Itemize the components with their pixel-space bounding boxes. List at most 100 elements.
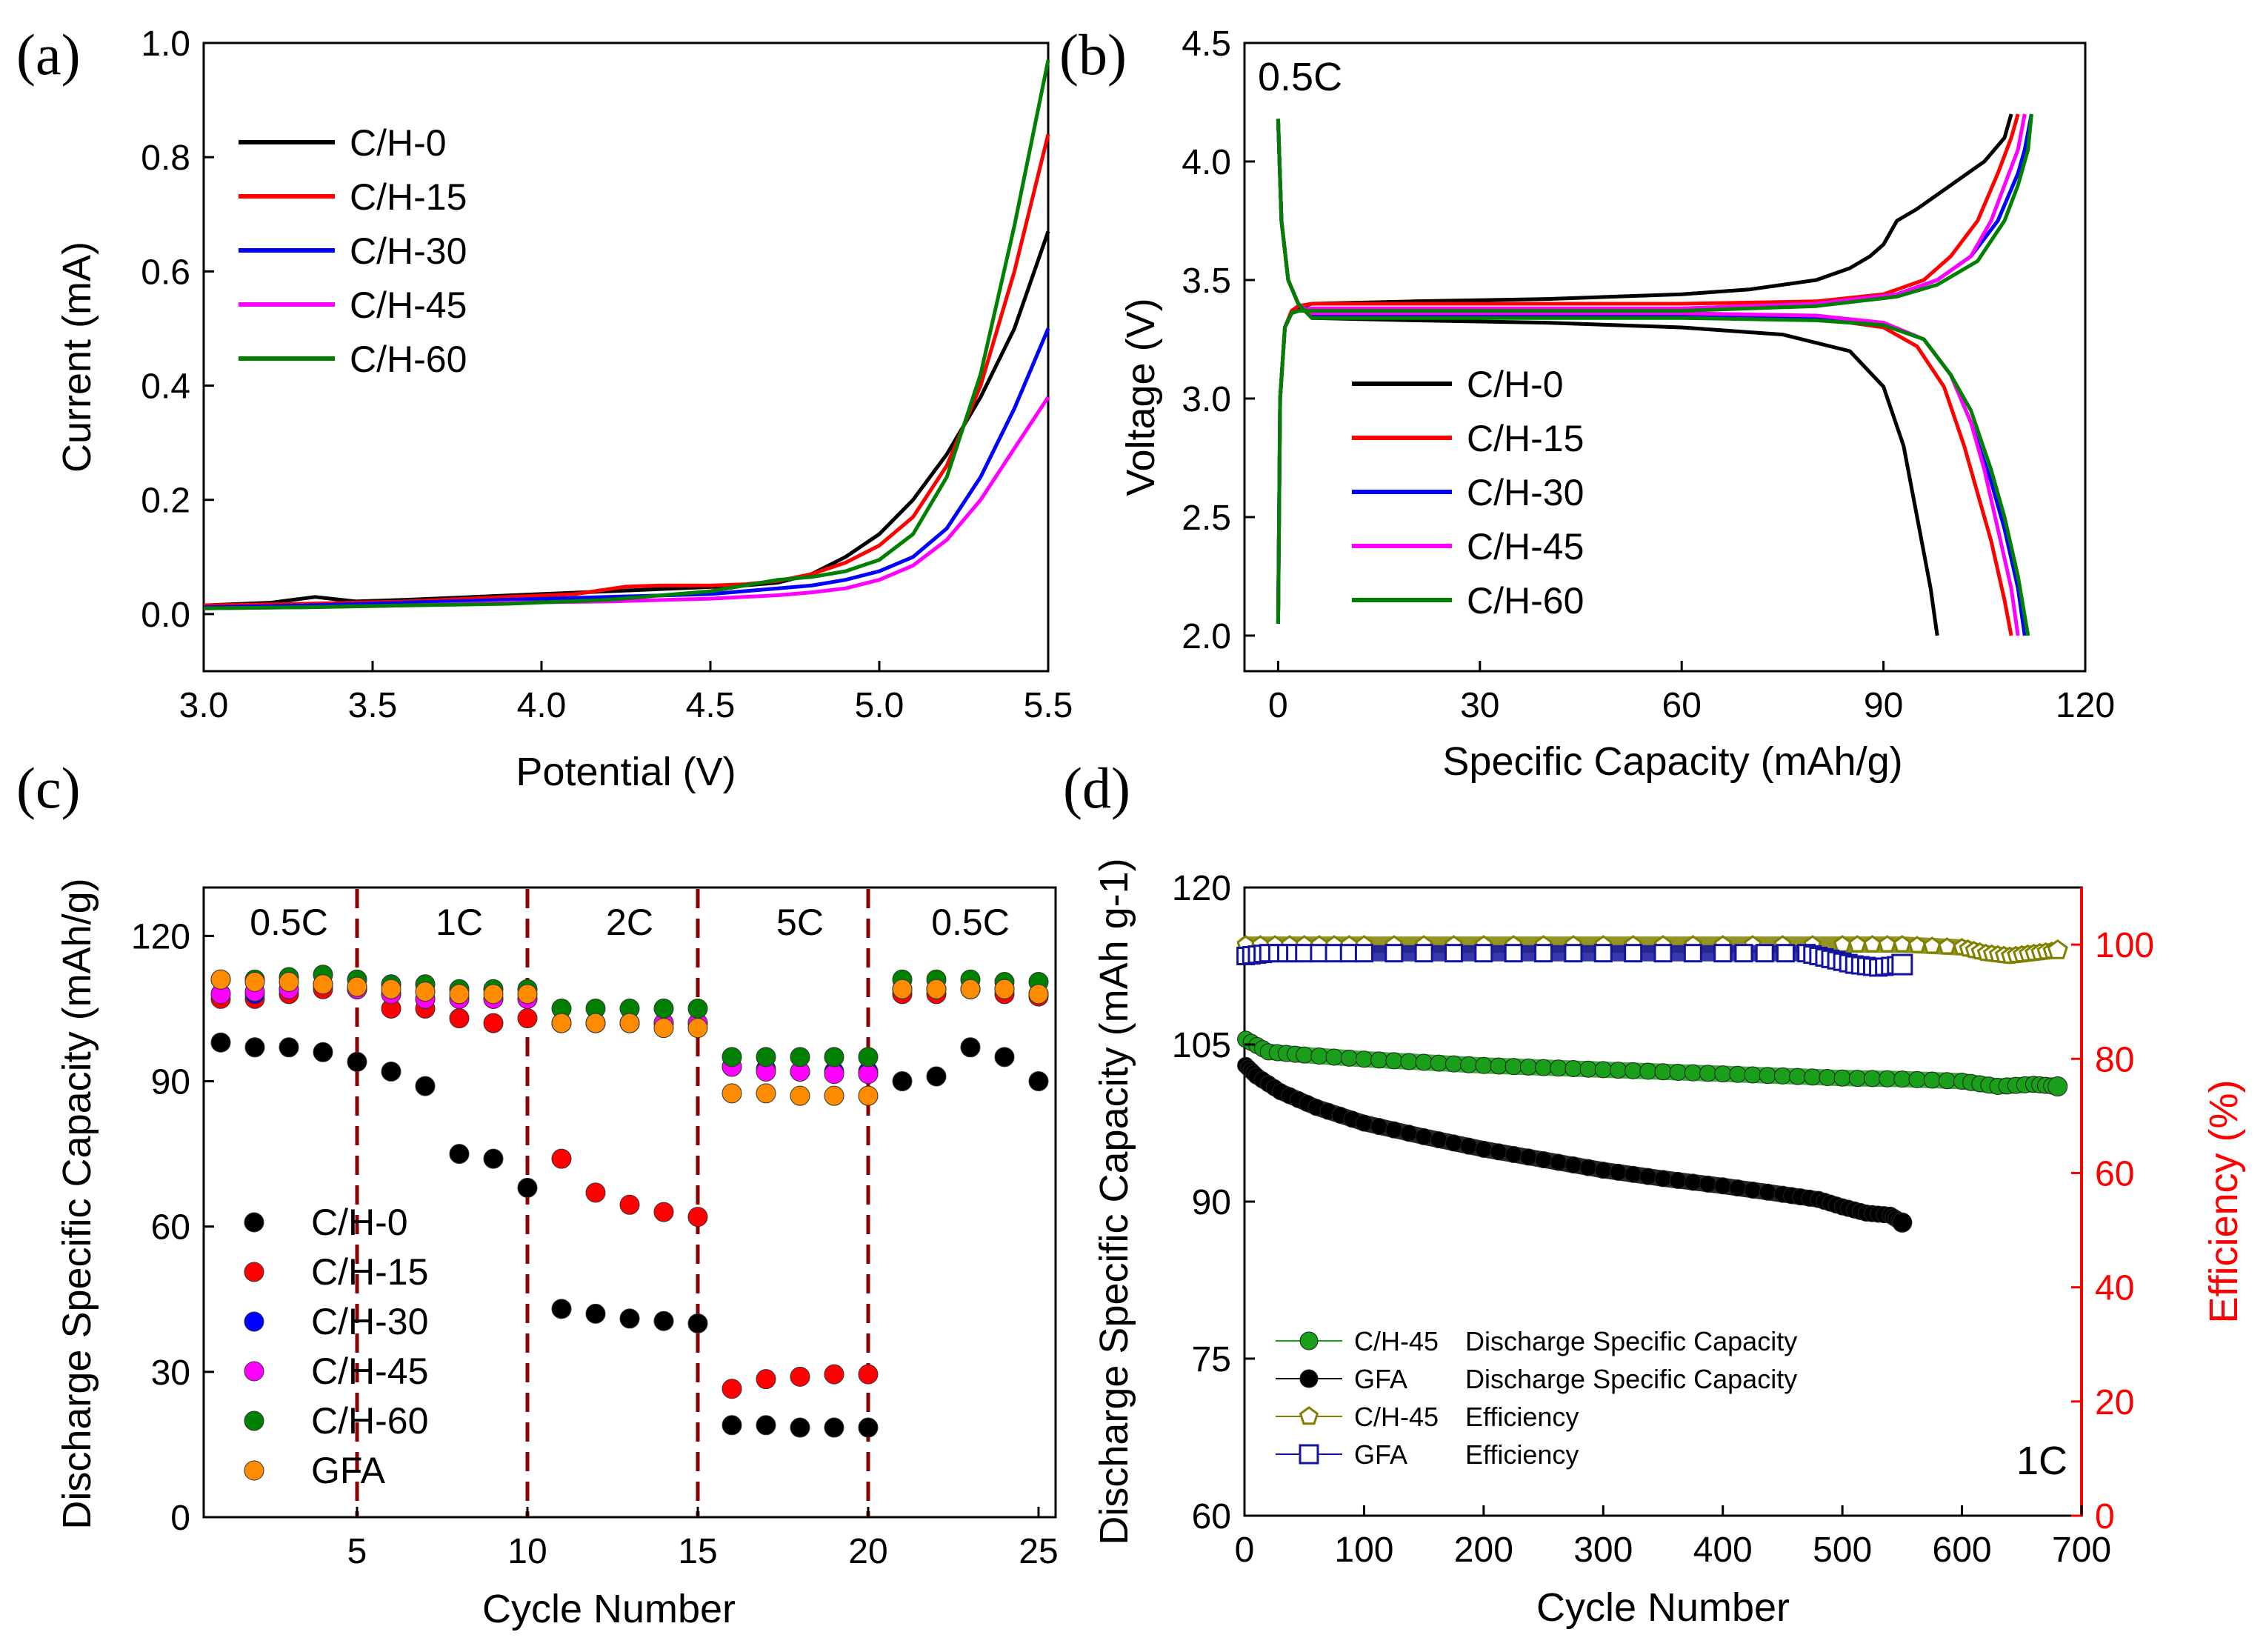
panel-a-y-tick-label: 0.6 (141, 253, 190, 292)
panel-a-x-tick-label: 5.0 (855, 686, 904, 725)
panel-d-data-point (1863, 935, 1882, 953)
panel-c-data-point (619, 1194, 640, 1215)
panel-d-data-point (1893, 935, 1912, 953)
panel-d-data-point (1355, 1114, 1373, 1132)
panel-d-data-point (1400, 1053, 1418, 1070)
panel-d-data-point (1299, 1331, 1319, 1350)
panel-c-data-point (824, 1417, 844, 1438)
panel-d-data-point (1445, 1134, 1462, 1152)
panel-c-data-point (653, 1310, 674, 1331)
panel-d-data-point (1938, 937, 1956, 955)
panel-d-data-point (1609, 1062, 1627, 1079)
panel-c-data-point (756, 1083, 776, 1104)
panel-c-data-point (722, 1379, 742, 1399)
panel-c-legend-marker (244, 1212, 264, 1233)
panel-d-data-point (1579, 1060, 1597, 1078)
panel-c-x-axis-title: Cycle Number (482, 1587, 736, 1631)
panel-c-data-point (619, 1308, 640, 1329)
panel-d-data-point (1744, 1181, 1762, 1199)
panel-d-y-tick-label: 90 (1192, 1183, 1231, 1222)
panel-d-data-point (1804, 1068, 1822, 1086)
panel-b-discharge-curve (1276, 119, 2020, 636)
panel-b-x-tick-label: 90 (1864, 686, 1903, 725)
panel-label-b: (b) (1059, 22, 1127, 87)
panel-c-legend-label: C/H-60 (311, 1400, 428, 1442)
panel-c-data-point (279, 972, 299, 992)
panel-d-legend-label: C/H-45 (1354, 1402, 1439, 1432)
panel-c-legend-label: C/H-30 (311, 1301, 428, 1342)
panel-a-series-line (203, 133, 1050, 607)
panel-c-data-point (687, 1018, 708, 1039)
panel-d-data-point (1385, 1121, 1403, 1139)
panel-a-y-tick-label: 0.8 (141, 139, 190, 178)
panel-c-data-point (244, 972, 265, 992)
panel-d-data-point (1370, 1051, 1388, 1069)
panel-c-data-point (347, 1051, 367, 1072)
panel-c-data-point (1028, 984, 1049, 1005)
panel-d-y-tick-label: 120 (1172, 869, 1231, 908)
panel-d-data-point (1878, 935, 1896, 953)
panel-b-charge-discharge-chart: 0 30 60 90 120 2.0 2.5 3.0 3.5 4.0 4.5 0.5C Specif… (1119, 24, 2115, 784)
panel-c-y-tick-label: 60 (151, 1208, 190, 1248)
panel-d-data-point (1535, 1150, 1553, 1168)
panel-d-data-point (1907, 936, 1927, 953)
panel-c-data-point (210, 1032, 231, 1053)
panel-c-data-point (449, 1008, 470, 1029)
panel-d-x-tick-label: 300 (1573, 1531, 1633, 1570)
panel-d-data-point (1908, 1070, 1926, 1088)
panel-d-data-point (1299, 1444, 1319, 1465)
panel-a-cv-chart: 3.0 3.5 4.0 4.5 5.0 5.5 0.0 0.2 0.4 0.6 0.8 1.0 Pot… (55, 24, 1073, 794)
panel-a-legend-label: C/H-60 (350, 339, 467, 380)
panel-d-data-point (1415, 1053, 1433, 1071)
panel-d-data-point (1400, 1125, 1418, 1142)
panel-d-data-point (1310, 1048, 1328, 1065)
panel-a-legend-label: C/H-0 (350, 122, 447, 164)
panel-c-data-point (483, 1013, 504, 1033)
panel-d-data-point (1654, 1170, 1672, 1188)
panel-d-data-point (1864, 1070, 1881, 1088)
panel-c-data-point (790, 1085, 810, 1106)
panel-c-rate-label: 0.5C (250, 902, 328, 943)
panel-a-y-tick-label: 1.0 (141, 24, 190, 64)
panel-a-y-tick-label: 0.0 (141, 596, 190, 635)
panel-d-data-point (1819, 1069, 1836, 1087)
panel-c-data-point (313, 974, 333, 995)
panel-d-legend-label: C/H-45 (1354, 1326, 1439, 1356)
panel-c-data-point (585, 1182, 606, 1203)
panel-c-data-point (313, 1042, 333, 1062)
panel-a-legend-label: C/H-15 (350, 176, 467, 218)
panel-d-data-point (2047, 1076, 2068, 1097)
panel-d-data-point (1729, 1065, 1747, 1083)
panel-c-data-point (994, 979, 1015, 999)
panel-d-data-point (1299, 1369, 1319, 1388)
panel-d-legend-desc: Discharge Specific Capacity (1465, 1326, 1797, 1356)
panel-c-data-point (483, 984, 504, 1005)
panel-a-x-tick-label: 3.5 (348, 686, 398, 725)
panel-d-y-tick-label: 105 (1172, 1026, 1231, 1065)
panel-b-x-tick-label: 30 (1460, 686, 1499, 725)
panel-c-data-point (892, 979, 913, 999)
panel-d-data-point (1550, 1059, 1567, 1077)
panel-a-plot-frame (202, 41, 1050, 673)
panel-d-x-tick-label: 500 (1813, 1531, 1872, 1570)
panel-d-data-point (1729, 1179, 1747, 1197)
panel-c-x-tick-label: 10 (507, 1532, 547, 1571)
panel-c-data-point (687, 998, 708, 1019)
panel-c-data-point (858, 1417, 879, 1438)
panel-d-data-point (1654, 1063, 1672, 1081)
panel-d-data-point (1699, 1175, 1717, 1193)
panel-c-legend-label: GFA (311, 1450, 386, 1491)
panel-c-data-point (415, 1076, 436, 1096)
panel-c-data-point (824, 1085, 844, 1106)
panel-c-data-point (619, 1013, 640, 1033)
panel-a-x-tick-label: 4.5 (686, 686, 736, 725)
panel-c-data-point (585, 1013, 606, 1033)
panel-c-data-point (824, 1364, 844, 1385)
panel-d-y2-tick-label: 0 (2095, 1497, 2115, 1536)
panel-c-data-point (722, 1047, 742, 1068)
panel-d-data-point (1430, 1131, 1447, 1149)
panel-d-data-point (1475, 1140, 1493, 1158)
panel-d-data-point (1744, 1066, 1762, 1084)
panel-c-plot-frame (202, 886, 1057, 1519)
